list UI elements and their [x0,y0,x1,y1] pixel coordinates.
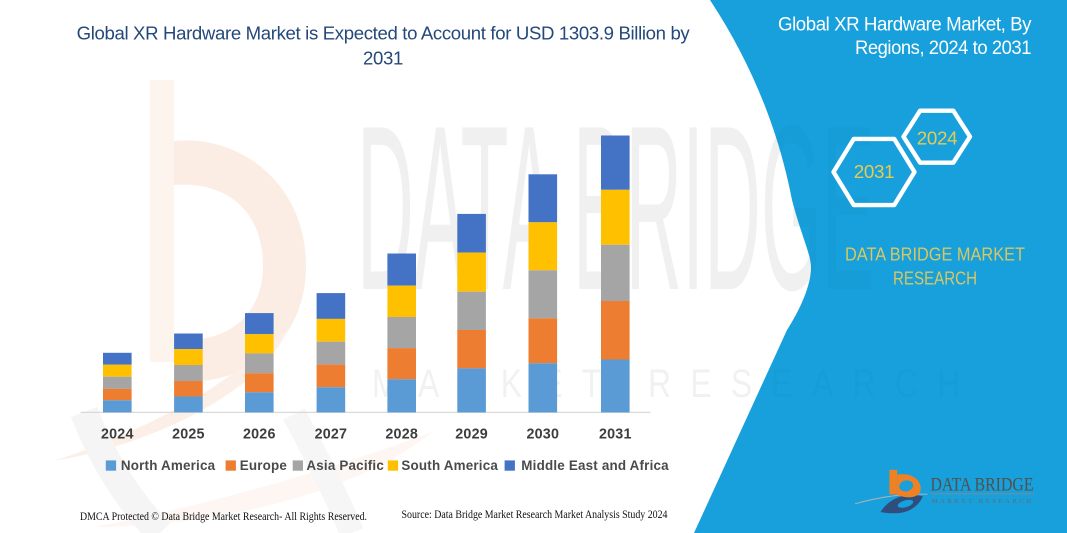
svg-text:RESEARCH: RESEARCH [893,268,977,288]
svg-text:DATA BRIDGE MARKET: DATA BRIDGE MARKET [845,245,1025,265]
svg-text:North America: North America [121,458,216,473]
svg-text:Global XR Hardware Market is E: Global XR Hardware Market is Expected to… [77,23,691,44]
svg-text:2024: 2024 [101,426,134,442]
svg-text:MARKET RESEARCH: MARKET RESEARCH [932,498,1034,505]
svg-text:DMCA Protected © Data Bridge M: DMCA Protected © Data Bridge Market Rese… [80,511,367,523]
svg-text:Global XR Hardware Market, By: Global XR Hardware Market, By [778,14,1032,35]
svg-text:2026: 2026 [243,426,276,442]
svg-text:MARKET RESEARCH: MARKET RESEARCH [372,361,979,406]
svg-text:Europe: Europe [240,458,287,473]
svg-text:2027: 2027 [315,426,348,442]
svg-text:2028: 2028 [385,426,418,442]
svg-text:2024: 2024 [917,127,958,148]
svg-text:DATA BRIDGE: DATA BRIDGE [357,77,875,340]
svg-text:2025: 2025 [172,426,205,442]
svg-text:Middle East and Africa: Middle East and Africa [521,458,669,473]
svg-text:Source: Data Bridge Market Res: Source: Data Bridge Market Research Mark… [402,509,668,521]
svg-text:2030: 2030 [526,426,559,442]
svg-text:2031: 2031 [363,47,403,68]
svg-text:DATA BRIDGE: DATA BRIDGE [931,476,1034,496]
svg-text:Asia Pacific: Asia Pacific [306,458,384,473]
svg-text:South America: South America [401,458,498,473]
svg-text:2031: 2031 [854,161,895,182]
svg-text:Regions, 2024 to 2031: Regions, 2024 to 2031 [855,38,1031,59]
svg-text:2029: 2029 [455,426,488,442]
svg-text:2031: 2031 [599,426,632,442]
